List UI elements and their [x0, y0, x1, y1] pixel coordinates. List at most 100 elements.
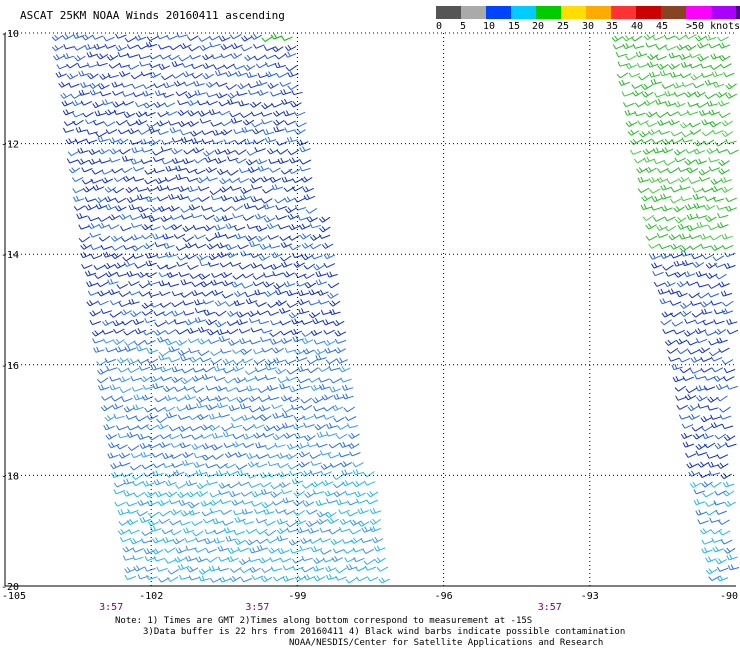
wind-barb — [196, 396, 208, 403]
wind-barb — [188, 414, 201, 421]
wind-barb — [328, 365, 340, 371]
wind-barb — [664, 280, 676, 288]
wind-barb — [240, 46, 253, 52]
wind-barb — [177, 349, 190, 356]
wind-barb — [157, 129, 169, 135]
wind-barb — [86, 280, 98, 287]
wind-barb — [315, 354, 327, 361]
wind-barb — [220, 53, 232, 59]
wind-barb — [281, 488, 293, 495]
wind-barb — [683, 271, 696, 278]
wind-barb — [341, 480, 354, 487]
wind-barb — [192, 367, 204, 373]
wind-barb — [173, 80, 186, 87]
wind-barb — [243, 138, 256, 145]
wind-barb — [284, 120, 296, 126]
wind-barb — [198, 568, 211, 575]
wind-barb — [144, 339, 156, 345]
wind-barb — [130, 73, 143, 80]
wind-barb — [704, 34, 717, 41]
wind-barb — [334, 347, 347, 354]
wind-barb — [312, 397, 324, 404]
wind-barb — [320, 470, 332, 476]
wind-barb — [655, 55, 667, 61]
wind-barb — [708, 470, 721, 476]
wind-barb — [186, 566, 199, 573]
wind-barb — [277, 157, 289, 164]
wind-barb — [293, 510, 305, 516]
wind-barb — [284, 347, 296, 353]
wind-barb — [211, 139, 224, 145]
wind-barb — [89, 89, 102, 96]
wind-barb — [159, 510, 171, 517]
wind-barb — [242, 425, 255, 431]
wind-barb — [68, 167, 81, 174]
wind-barb — [681, 131, 694, 138]
wind-barb — [77, 147, 89, 154]
wind-barb — [352, 480, 365, 488]
wind-barb — [680, 302, 692, 309]
wind-barb — [178, 425, 191, 432]
wind-barb — [74, 55, 86, 62]
wind-barb — [708, 166, 721, 172]
wind-barb — [78, 224, 90, 230]
wind-barb — [297, 378, 309, 384]
wind-barb — [327, 517, 339, 525]
wind-barb — [726, 554, 738, 561]
wind-barb — [700, 416, 713, 423]
wind-barb — [327, 292, 339, 299]
wind-barb — [81, 263, 93, 269]
wind-barb — [676, 281, 689, 288]
wind-barb — [290, 101, 302, 108]
wind-barb — [170, 223, 183, 231]
wind-barb — [118, 291, 131, 298]
wind-barb — [369, 507, 382, 515]
wind-barb — [249, 177, 261, 184]
wind-barb — [146, 122, 158, 129]
wind-barb — [92, 184, 105, 191]
wind-barb — [98, 235, 111, 242]
wind-barb — [332, 319, 345, 327]
wind-barb — [92, 101, 104, 109]
wind-barb — [184, 537, 196, 543]
latitude-tick-label: -18 — [1, 471, 19, 482]
wind-barb — [294, 273, 307, 279]
wind-barb — [302, 348, 315, 355]
wind-barb — [279, 320, 291, 326]
wind-barb — [340, 377, 352, 383]
wind-barb — [214, 300, 227, 307]
wind-barb — [695, 35, 707, 42]
wind-barb — [272, 46, 284, 53]
wind-barb — [238, 264, 251, 270]
wind-barb — [220, 120, 232, 127]
wind-barb — [680, 195, 692, 202]
wind-barb — [133, 339, 146, 346]
wind-barb — [111, 167, 123, 174]
wind-barb — [695, 213, 708, 219]
wind-barb — [205, 235, 217, 242]
wind-barb — [213, 537, 225, 544]
wind-barb — [704, 93, 716, 100]
wind-barb — [301, 319, 313, 325]
wind-barb — [714, 328, 727, 335]
wind-barb — [245, 298, 258, 305]
wind-barb — [636, 167, 648, 174]
wind-barb — [180, 510, 193, 517]
wind-barb — [279, 383, 291, 390]
wind-barb — [266, 222, 279, 230]
wind-barb — [183, 527, 195, 534]
wind-barb — [146, 499, 159, 507]
wind-barb — [89, 232, 101, 238]
wind-barb — [98, 216, 110, 222]
wind-barb — [176, 32, 188, 38]
wind-barb — [301, 567, 313, 573]
wind-barb — [213, 64, 225, 70]
wind-barb — [254, 147, 266, 153]
wind-barb — [725, 83, 737, 90]
wind-barb — [133, 491, 146, 498]
wind-barb — [123, 260, 136, 267]
wind-barb — [690, 368, 702, 374]
wind-barb — [263, 216, 276, 223]
wind-barb — [187, 264, 199, 270]
wind-barb — [116, 271, 128, 277]
